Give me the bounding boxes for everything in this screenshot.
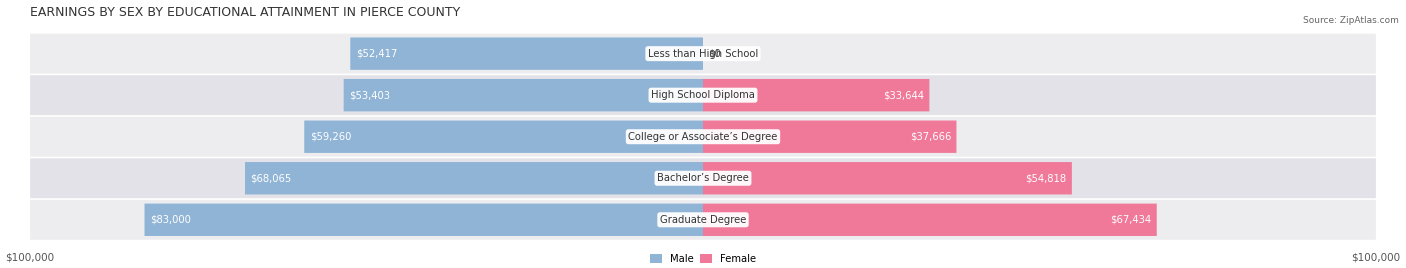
FancyBboxPatch shape (703, 162, 1071, 195)
Text: $68,065: $68,065 (250, 173, 291, 183)
Text: $33,644: $33,644 (883, 90, 924, 100)
FancyBboxPatch shape (703, 121, 956, 153)
Text: High School Diploma: High School Diploma (651, 90, 755, 100)
FancyBboxPatch shape (145, 204, 703, 236)
FancyBboxPatch shape (30, 200, 1376, 240)
FancyBboxPatch shape (304, 121, 703, 153)
Text: EARNINGS BY SEX BY EDUCATIONAL ATTAINMENT IN PIERCE COUNTY: EARNINGS BY SEX BY EDUCATIONAL ATTAINMEN… (30, 6, 460, 18)
Text: $54,818: $54,818 (1025, 173, 1067, 183)
Text: Graduate Degree: Graduate Degree (659, 215, 747, 225)
Text: Bachelor’s Degree: Bachelor’s Degree (657, 173, 749, 183)
Text: $37,666: $37,666 (910, 132, 950, 142)
Text: $59,260: $59,260 (309, 132, 352, 142)
FancyBboxPatch shape (30, 75, 1376, 115)
FancyBboxPatch shape (343, 79, 703, 111)
Text: Source: ZipAtlas.com: Source: ZipAtlas.com (1303, 16, 1399, 25)
Text: $53,403: $53,403 (349, 90, 389, 100)
FancyBboxPatch shape (703, 79, 929, 111)
Text: $0: $0 (709, 49, 721, 59)
Text: $83,000: $83,000 (150, 215, 191, 225)
Text: College or Associate’s Degree: College or Associate’s Degree (628, 132, 778, 142)
FancyBboxPatch shape (30, 34, 1376, 74)
FancyBboxPatch shape (703, 204, 1157, 236)
Text: Less than High School: Less than High School (648, 49, 758, 59)
Text: $67,434: $67,434 (1111, 215, 1152, 225)
FancyBboxPatch shape (245, 162, 703, 195)
Legend: Male, Female: Male, Female (650, 254, 756, 264)
FancyBboxPatch shape (350, 38, 703, 70)
FancyBboxPatch shape (30, 117, 1376, 157)
Text: $52,417: $52,417 (356, 49, 396, 59)
FancyBboxPatch shape (30, 158, 1376, 198)
